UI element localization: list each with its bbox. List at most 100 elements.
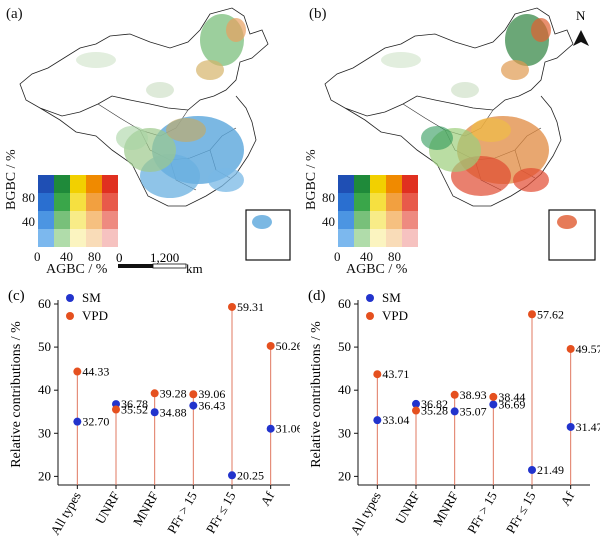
north-label: N: [576, 8, 586, 23]
vpd-data-label: 49.57: [576, 342, 600, 356]
legend-cell: [386, 229, 402, 247]
map-panel-b: (b) N BGBC / % 80 40 0 40 80 AGBC /: [304, 0, 600, 277]
carbon-raster: [381, 14, 551, 196]
vpd-point: [266, 341, 275, 350]
sm-point: [150, 408, 159, 417]
vpd-data-label: 38.93: [460, 388, 487, 402]
y-tick-label: 60: [38, 296, 51, 311]
y-tick-label: 50: [38, 339, 51, 354]
legend-cell: [338, 175, 354, 193]
legend-cell: [338, 211, 354, 229]
panel-label: (d): [308, 288, 326, 304]
map-a: 0 1,200 km: [19, 7, 291, 276]
vpd-point: [150, 389, 159, 398]
bivariate-legend: [338, 175, 418, 247]
vpd-data-label: 39.06: [198, 387, 225, 401]
legend-cell: [38, 193, 54, 211]
legend-cell: [338, 229, 354, 247]
legend-cell: [386, 193, 402, 211]
sm-point: [566, 422, 575, 431]
legend-cell: [354, 193, 370, 211]
x-tick-label: UNRF: [92, 489, 122, 527]
legend-cell: [38, 175, 54, 193]
sm-point: [73, 417, 82, 426]
legend-cell: [70, 229, 86, 247]
sm-data-label: 33.04: [382, 413, 409, 427]
sm-point: [450, 407, 459, 416]
vpd-data-label: 38.44: [498, 390, 525, 404]
legend-y-tick-40: 40: [322, 214, 335, 229]
legend-cell: [338, 193, 354, 211]
legend-y-tick-80: 80: [322, 190, 335, 205]
legend-cell: [38, 229, 54, 247]
chart-d: (d) 20 30 40 50 60 Relative contributions / % A…: [308, 288, 600, 537]
x-tick-label: MNRF: [430, 489, 461, 528]
legend-x-tick-40: 40: [60, 249, 73, 264]
legend-marker-sm: [366, 294, 374, 302]
legend-cell: [402, 229, 418, 247]
legend-label-vpd: VPD: [82, 308, 108, 323]
y-axis-label: Relative contributions / %: [9, 321, 24, 468]
legend-cell: [86, 229, 102, 247]
vpd-data-label: 50.26: [276, 339, 300, 353]
x-tick-label: PFr > 15: [464, 489, 500, 536]
sm-data-label: 36.43: [198, 399, 225, 413]
sm-point: [189, 401, 198, 410]
vpd-data-label: 57.62: [537, 307, 564, 321]
legend-cell: [70, 175, 86, 193]
y-tick-label: 40: [338, 382, 351, 397]
x-tick-label: Af: [257, 488, 277, 508]
legend-cell: [102, 229, 118, 247]
legend-cell: [102, 211, 118, 229]
legend-marker-vpd: [366, 312, 374, 320]
legend-x-label: AGBC / %: [46, 262, 108, 277]
sm-point: [228, 471, 236, 480]
legend-cell: [370, 193, 386, 211]
vpd-point: [489, 392, 498, 401]
legend-label-sm: SM: [82, 290, 101, 305]
legend-x-tick-80: 80: [388, 249, 401, 264]
vpd-point: [228, 302, 236, 311]
legend-cell: [370, 175, 386, 193]
legend-x-tick-0: 0: [34, 249, 41, 264]
sm-point: [373, 416, 382, 425]
sm-data-label: 31.47: [576, 420, 600, 434]
x-tick-label: PFr > 15: [164, 489, 200, 536]
legend-x-tick-40: 40: [360, 249, 373, 264]
panel-label-b: (b): [309, 6, 327, 22]
y-tick-label: 20: [38, 468, 51, 483]
legend-cell: [402, 211, 418, 229]
legend-x-tick-80: 80: [88, 249, 101, 264]
y-tick-label: 40: [38, 382, 51, 397]
legend-cell: [70, 193, 86, 211]
vpd-point: [450, 390, 459, 399]
bivariate-legend: [38, 175, 118, 247]
legend-cell: [402, 193, 418, 211]
vpd-data-label: 39.28: [160, 386, 187, 400]
vpd-point: [189, 390, 198, 399]
sm-data-label: 31.06: [276, 422, 300, 436]
x-tick-label: All types: [47, 489, 84, 537]
legend-marker-vpd: [66, 312, 74, 320]
vpd-point: [112, 405, 120, 414]
legend-cell: [370, 229, 386, 247]
carbon-raster: [76, 14, 246, 198]
legend-y-tick-80: 80: [22, 190, 35, 205]
legend-x-label: AGBC / %: [346, 262, 408, 277]
sm-point: [266, 424, 275, 433]
y-tick-label: 50: [338, 339, 351, 354]
legend-cell: [54, 211, 70, 229]
legend-cell: [54, 175, 70, 193]
legend-grid: [38, 175, 118, 247]
legend-cell: [354, 229, 370, 247]
x-tick-label: UNRF: [392, 489, 422, 527]
y-axis-label: Relative contributions / %: [309, 321, 324, 468]
x-tick-label: All types: [347, 489, 384, 537]
legend-cell: [38, 211, 54, 229]
legend-y-label: BGBC / %: [4, 149, 19, 210]
vpd-point: [73, 367, 82, 376]
sm-data-label: 36.69: [498, 397, 525, 411]
sm-data-label: 34.88: [160, 405, 187, 419]
scale-left-label: 0: [116, 250, 123, 265]
legend-cell: [402, 175, 418, 193]
